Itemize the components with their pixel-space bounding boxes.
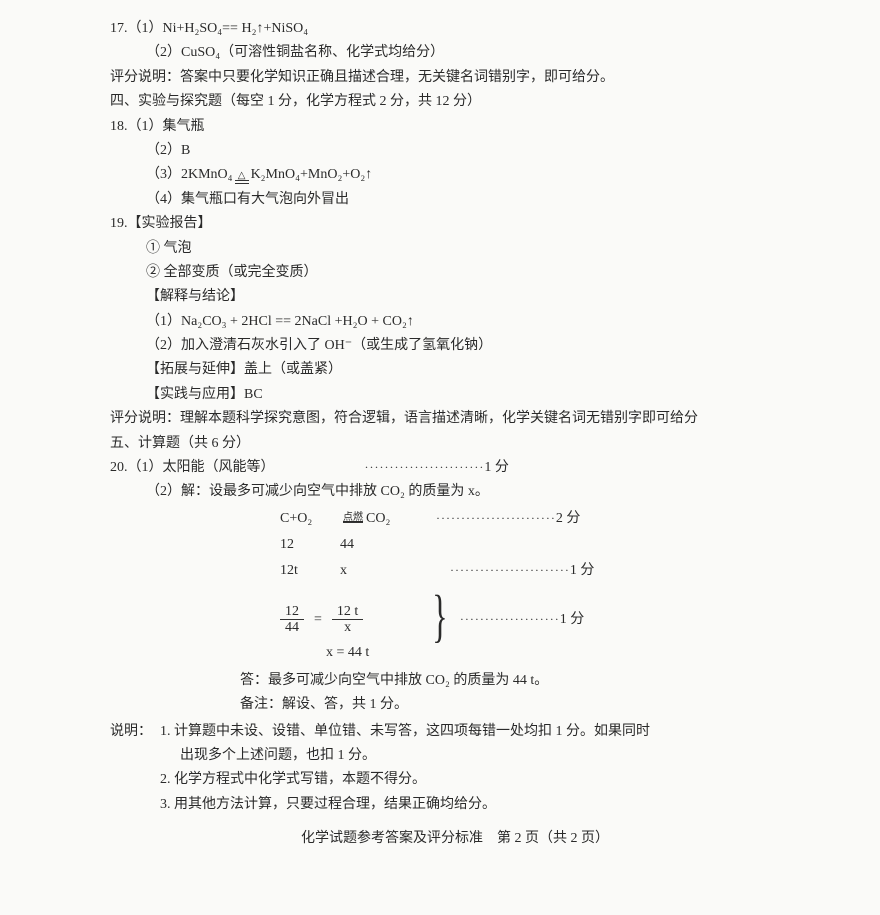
q18-part2-text: （2）B — [146, 140, 190, 162]
solve-row: x = 44 t — [280, 640, 800, 666]
q19-item2-text: ② 全部变质（或完全变质） — [146, 262, 318, 284]
brace-icon: } — [432, 590, 447, 642]
q18-part4: （4）集气瓶口有大气泡向外冒出 — [110, 189, 800, 211]
q19-item2: ② 全部变质（或完全变质） — [110, 262, 800, 284]
stoichiometry-block: C+O₂ 点燃 CO₂ ························ 2 分… — [110, 506, 800, 666]
q19-conc1: （1）Na₂CO₃ + 2HCl == 2NaCl +H₂O + CO₂↑ — [110, 311, 800, 333]
page-footer: 化学试题参考答案及评分标准 第 2 页（共 2 页） — [110, 818, 800, 850]
q19-note-text: 评分说明：理解本题科学探究意图，符合逻辑，语言描述清晰，化学关键名词无错别字即可… — [110, 411, 698, 426]
mass-row-2: 12t x ························ 1 分 — [280, 558, 800, 584]
mass-pts: 1 分 — [570, 558, 595, 585]
q19-app: 【实践与应用】BC — [110, 384, 800, 406]
eq-left: C+O₂ — [280, 506, 340, 533]
section4-text: 四、实验与探究题（每空 1 分，化学方程式 2 分，共 12 分） — [110, 91, 481, 113]
q19-conc2: （2）加入澄清石灰水引入了 OH⁻（或生成了氢氧化钠） — [110, 335, 800, 357]
frac-left: 12 44 — [280, 604, 304, 636]
q20-part1-pts: 1 分 — [484, 457, 509, 479]
dotted-leader: ························ — [436, 507, 556, 530]
prop-pts: 1 分 — [560, 607, 585, 634]
q20-answer: 答：最多可减少向空气中排放 CO₂ 的质量为 44 t。 — [110, 670, 800, 692]
equation-row: C+O₂ 点燃 CO₂ ························ 2 分 — [280, 506, 800, 532]
proportion-row: 12 44 = 12 t x } ···················· 1 … — [280, 594, 800, 646]
explain-block: 说明： 1. 计算题中未设、设错、单位错、未写答，这四项每错一处均扣 1 分。如… — [110, 721, 800, 743]
explain-2-text: 2. 化学方程式中化学式写错，本题不得分。 — [160, 769, 426, 791]
q17-note: 评分说明：答案中只要化学知识正确且描述合理，无关键名词错别字，即可给分。 — [110, 67, 800, 89]
q18-part2: （2）B — [110, 140, 800, 162]
explain-3: 3. 用其他方法计算，只要过程合理，结果正确均给分。 — [110, 794, 800, 816]
mass-c-qty: 12t — [280, 558, 340, 585]
exam-page: 17.（1）Ni+H₂SO₄== H₂↑+NiSO₄ （2）CuSO₄（可溶性铜… — [0, 0, 880, 915]
q18-part1: 18.（1）集气瓶 — [110, 116, 800, 138]
mass-co2-qty: x — [340, 558, 410, 585]
q19-conc-title-text: 【解释与结论】 — [146, 286, 244, 308]
solve-text: x = 44 t — [326, 640, 369, 667]
mass-row-1: 12 44 — [280, 532, 800, 558]
section5-text: 五、计算题（共 6 分） — [110, 433, 250, 455]
q19-conclusion-title: 【解释与结论】 — [110, 286, 800, 308]
explain-lead: 说明： — [110, 721, 160, 743]
q17-part2: （2）CuSO₄（可溶性铜盐名称、化学式均给分） — [110, 42, 800, 64]
explain-3-text: 3. 用其他方法计算，只要过程合理，结果正确均给分。 — [160, 794, 496, 816]
explain-1a: 1. 计算题中未设、设错、单位错、未写答，这四项每错一处均扣 1 分。如果同时 — [160, 721, 650, 743]
dotted-leader: ························ — [450, 559, 570, 582]
q20-part1: 20.（1）太阳能（风能等） ························ … — [110, 457, 800, 479]
section5-heading: 五、计算题（共 6 分） — [110, 433, 800, 455]
frac-right: 12 t x — [332, 604, 363, 636]
q19-conc1-text: （1）Na₂CO₃ + 2HCl == 2NaCl +H₂O + CO₂↑ — [146, 311, 414, 333]
section4-heading: 四、实验与探究题（每空 1 分，化学方程式 2 分，共 12 分） — [110, 91, 800, 113]
q17-note-text: 评分说明：答案中只要化学知识正确且描述合理，无关键名词错别字，即可给分。 — [110, 67, 614, 89]
footer-text: 化学试题参考答案及评分标准 第 2 页（共 2 页） — [301, 831, 609, 846]
explain-1b: 出现多个上述问题，也扣 1 分。 — [110, 745, 800, 767]
q17-part1-text: 17.（1）Ni+H₂SO₄== H₂↑+NiSO₄ — [110, 18, 308, 40]
explain-1b-text: 出现多个上述问题，也扣 1 分。 — [180, 745, 376, 767]
q18-part3-post: K₂MnO₄+MnO₂+O₂↑ — [251, 164, 373, 186]
dotted-leader: ························ — [365, 458, 485, 477]
q19-ext-text: 【拓展与延伸】盖上（或盖紧） — [146, 359, 342, 381]
q18-part3-pre: （3）2KMnO₄ — [146, 164, 233, 186]
dotted-leader: ···················· — [460, 608, 560, 631]
eq-condition: 点燃 — [343, 513, 363, 524]
eq-pts: 2 分 — [556, 506, 581, 533]
q17-part1: 17.（1）Ni+H₂SO₄== H₂↑+NiSO₄ — [110, 18, 800, 40]
q19-title: 19.【实验报告】 — [110, 213, 800, 235]
mass-co2: 44 — [340, 532, 410, 559]
mass-c: 12 — [280, 532, 340, 559]
q20-part2-intro: （2）解：设最多可减少向空气中排放 CO₂ 的质量为 x。 — [110, 481, 800, 503]
q19-ext: 【拓展与延伸】盖上（或盖紧） — [110, 359, 800, 381]
q19-title-text: 19.【实验报告】 — [110, 213, 212, 235]
q19-item1: ① 气泡 — [110, 238, 800, 260]
q20-beizhu-text: 备注：解设、答，共 1 分。 — [240, 694, 408, 716]
q17-part2-text: （2）CuSO₄（可溶性铜盐名称、化学式均给分） — [146, 42, 444, 64]
q18-part3: （3）2KMnO₄ △ K₂MnO₄+MnO₂+O₂↑ — [110, 164, 800, 186]
q20-answer-text: 答：最多可减少向空气中排放 CO₂ 的质量为 44 t。 — [240, 670, 548, 692]
q20-part1-text: 20.（1）太阳能（风能等） — [110, 457, 275, 479]
q19-item1-text: ① 气泡 — [146, 238, 192, 260]
q20-beizhu: 备注：解设、答，共 1 分。 — [110, 694, 800, 716]
q19-note: 评分说明：理解本题科学探究意图，符合逻辑，语言描述清晰，化学关键名词无错别字即可… — [110, 408, 800, 430]
explain-2: 2. 化学方程式中化学式写错，本题不得分。 — [110, 769, 800, 791]
q19-conc2-text: （2）加入澄清石灰水引入了 OH⁻（或生成了氢氧化钠） — [146, 335, 492, 357]
q20-part2-intro-text: （2）解：设最多可减少向空气中排放 CO₂ 的质量为 x。 — [146, 481, 489, 503]
q18-part3-cond: △ — [235, 172, 249, 184]
q18-part4-text: （4）集气瓶口有大气泡向外冒出 — [146, 189, 349, 211]
q18-part1-text: 18.（1）集气瓶 — [110, 116, 205, 138]
eq-right: CO₂ — [366, 506, 436, 533]
q19-app-text: 【实践与应用】BC — [146, 384, 263, 406]
